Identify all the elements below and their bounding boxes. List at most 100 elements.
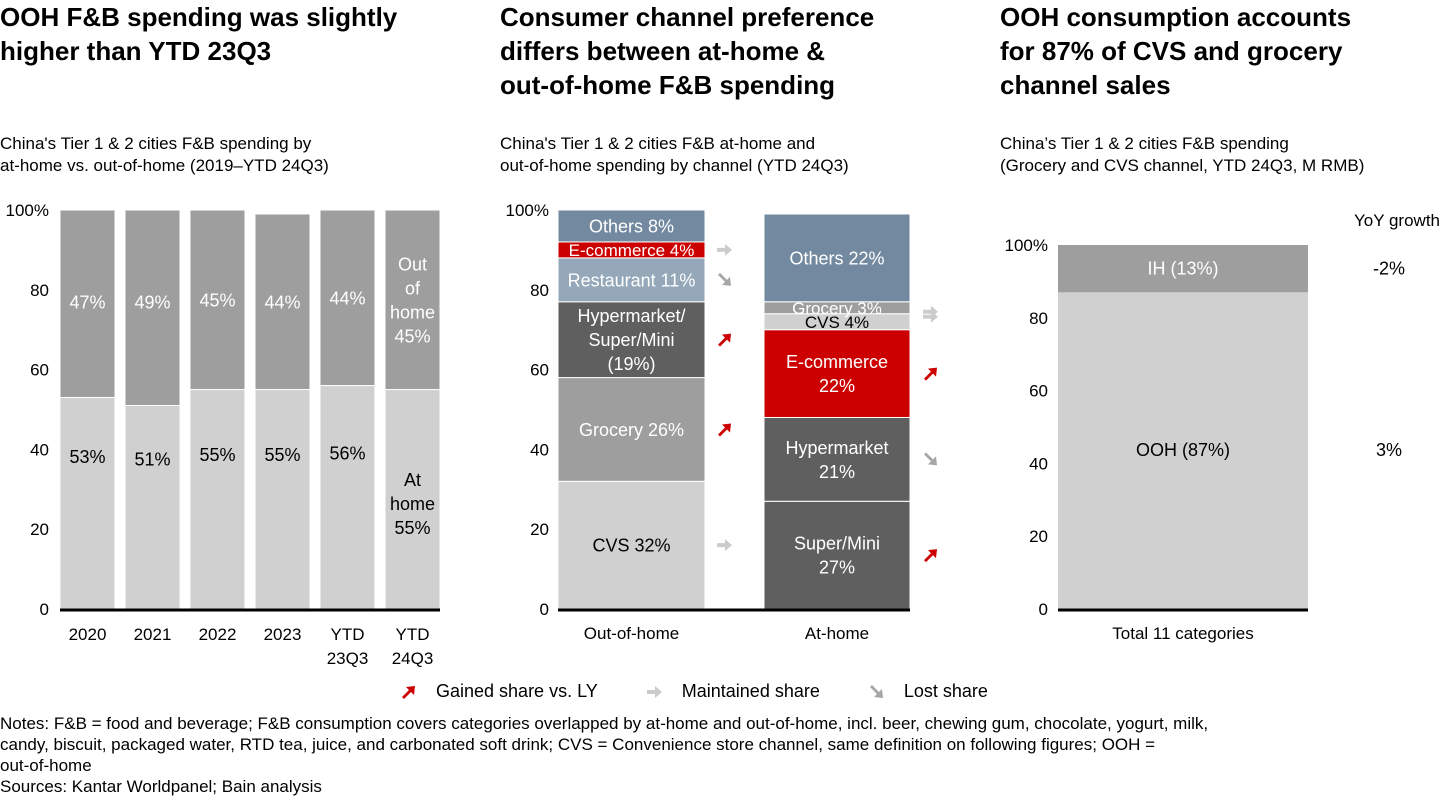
y-tick-label: 20 bbox=[530, 520, 549, 539]
label-line: 45% bbox=[394, 326, 430, 346]
title-line: OOH F&B spending was slightly bbox=[0, 2, 398, 32]
label-line: 23Q3 bbox=[327, 649, 369, 668]
label-line: 2023 bbox=[264, 625, 302, 644]
label-line: 45% bbox=[199, 290, 235, 310]
y-tick-label: 80 bbox=[1029, 309, 1048, 328]
label-line: 55% bbox=[394, 518, 430, 538]
bar-segment-out-of-home bbox=[189, 209, 246, 391]
lost-arrow-shape bbox=[869, 684, 883, 698]
legend-item-lost: Lost share bbox=[868, 681, 988, 702]
y-tick-label: 0 bbox=[1039, 600, 1048, 619]
data-label: Grocery 3% bbox=[792, 299, 882, 318]
label-line: 2020 bbox=[69, 625, 107, 644]
title-line: differs between at-home & bbox=[500, 36, 826, 66]
gained-arrow-icon bbox=[718, 423, 731, 437]
data-label: Out of home 45% bbox=[390, 254, 435, 346]
x-tick-label: YTD 24Q3 bbox=[392, 625, 434, 668]
y-tick-label: 100% bbox=[506, 201, 549, 220]
label-line: Restaurant 11% bbox=[568, 270, 696, 290]
gained-arrow-shape bbox=[402, 685, 415, 699]
panel-2-title: Consumer channel preference differs betw… bbox=[500, 0, 874, 102]
y-tick-label: 20 bbox=[30, 520, 49, 539]
lost-arrow-shape bbox=[718, 272, 731, 286]
data-label: Hypermarket/Super/Mini (19%) bbox=[577, 306, 685, 374]
gained-arrow-shape bbox=[718, 333, 731, 347]
bar-segment-cvs bbox=[557, 480, 706, 610]
data-label: OOH (87%) bbox=[1136, 440, 1230, 460]
bar-segment-out-of-home bbox=[254, 213, 311, 391]
x-tick-label: Out-of-home bbox=[584, 624, 679, 643]
bar-segment-others bbox=[763, 213, 911, 303]
x-tick-label: 2021 bbox=[134, 625, 172, 644]
lost-arrow-icon bbox=[718, 272, 731, 286]
label-line: 56% bbox=[329, 444, 365, 464]
lost-arrow-icon bbox=[869, 684, 883, 698]
label-line: CVS 32% bbox=[592, 536, 670, 556]
label-line: Hypermarket/ bbox=[577, 306, 685, 326]
subtitle-line: China's Tier 1 & 2 cities F&B at-home an… bbox=[500, 134, 816, 153]
bar-segment-out-of-home bbox=[384, 209, 441, 391]
label-line: Super/Mini bbox=[794, 534, 880, 554]
label-line: Others 8% bbox=[589, 216, 674, 236]
title-line: channel sales bbox=[1000, 70, 1171, 100]
label-line: Grocery 26% bbox=[579, 420, 684, 440]
data-label: 56% bbox=[329, 444, 365, 464]
x-tick-label: At-home bbox=[805, 624, 869, 643]
legend-item-maintained: Maintained share bbox=[646, 681, 820, 702]
label-line: 22% bbox=[819, 376, 855, 396]
label-line: Hypermarket bbox=[785, 438, 888, 458]
label-line: 2022 bbox=[199, 625, 237, 644]
label-line: 27% bbox=[819, 558, 855, 578]
gained-arrow-icon bbox=[718, 333, 731, 347]
yoy-value: -2% bbox=[1373, 259, 1405, 279]
bar-segment-e-commerce bbox=[763, 329, 911, 418]
data-label: Hypermarket 21% bbox=[785, 438, 888, 482]
data-label: Restaurant 11% bbox=[568, 270, 696, 290]
subtitle-line: (Grocery and CVS channel, YTD 24Q3, M RM… bbox=[1000, 156, 1365, 175]
legend-label: Lost share bbox=[903, 681, 988, 701]
label-line: 53% bbox=[69, 447, 105, 467]
data-label: 53% bbox=[69, 447, 105, 467]
notes-line: candy, biscuit, packaged water, RTD tea,… bbox=[0, 735, 1156, 754]
chart1-y-axis: 0 20 40 60 80 100% bbox=[6, 201, 49, 619]
bar-segment-at-home bbox=[124, 405, 181, 610]
bar-segment-hypermarket-super-mini bbox=[557, 301, 706, 379]
yoy-growth-header: YoY growth bbox=[1354, 211, 1440, 230]
x-tick-label: 2020 bbox=[69, 625, 107, 644]
subtitle-line: at-home vs. out-of-home (2019–YTD 24Q3) bbox=[0, 156, 329, 175]
title-line: OOH consumption accounts bbox=[1000, 2, 1352, 32]
gained-arrow-shape bbox=[924, 367, 937, 381]
data-label: Super/Mini 27% bbox=[794, 534, 880, 578]
data-label: 45% bbox=[199, 290, 235, 310]
gained-arrow-shape bbox=[718, 423, 731, 437]
label-line: 44% bbox=[329, 288, 365, 308]
title-line: higher than YTD 23Q3 bbox=[0, 36, 272, 66]
title-line: for 87% of CVS and grocery bbox=[1000, 36, 1343, 66]
label-line: E-commerce 4% bbox=[569, 241, 695, 260]
label-line: At bbox=[404, 470, 421, 490]
notes-line: Notes: F&B = food and beverage; F&B cons… bbox=[0, 714, 1209, 733]
y-tick-label: 40 bbox=[30, 440, 49, 459]
y-tick-label: 100% bbox=[6, 201, 49, 220]
gained-arrow-icon bbox=[924, 549, 937, 563]
y-tick-label: 60 bbox=[1029, 382, 1048, 401]
y-tick-label: 40 bbox=[1029, 454, 1048, 473]
bar-segment-hypermarket bbox=[763, 416, 911, 502]
label-line: E-commerce bbox=[786, 352, 888, 372]
label-line: 2021 bbox=[134, 625, 172, 644]
title-line: out-of-home F&B spending bbox=[500, 70, 836, 100]
notes-line: out-of-home bbox=[0, 756, 92, 775]
label-line: 44% bbox=[264, 292, 300, 312]
label-line: 47% bbox=[69, 292, 105, 312]
bar-segment-out-of-home bbox=[319, 209, 376, 387]
data-label: 44% bbox=[329, 288, 365, 308]
x-tick-label: Total 11 categories bbox=[1112, 624, 1253, 643]
label-line: CVS 4% bbox=[805, 313, 869, 332]
label-line: 49% bbox=[134, 292, 170, 312]
maintained-arrow-icon bbox=[923, 305, 938, 318]
maintained-arrow-icon bbox=[717, 243, 732, 256]
footnotes: Notes: F&B = food and beverage; F&B cons… bbox=[0, 713, 1440, 797]
label-line: home bbox=[390, 494, 435, 514]
data-label: CVS 4% bbox=[805, 313, 869, 332]
x-tick-label: 2023 bbox=[264, 625, 302, 644]
